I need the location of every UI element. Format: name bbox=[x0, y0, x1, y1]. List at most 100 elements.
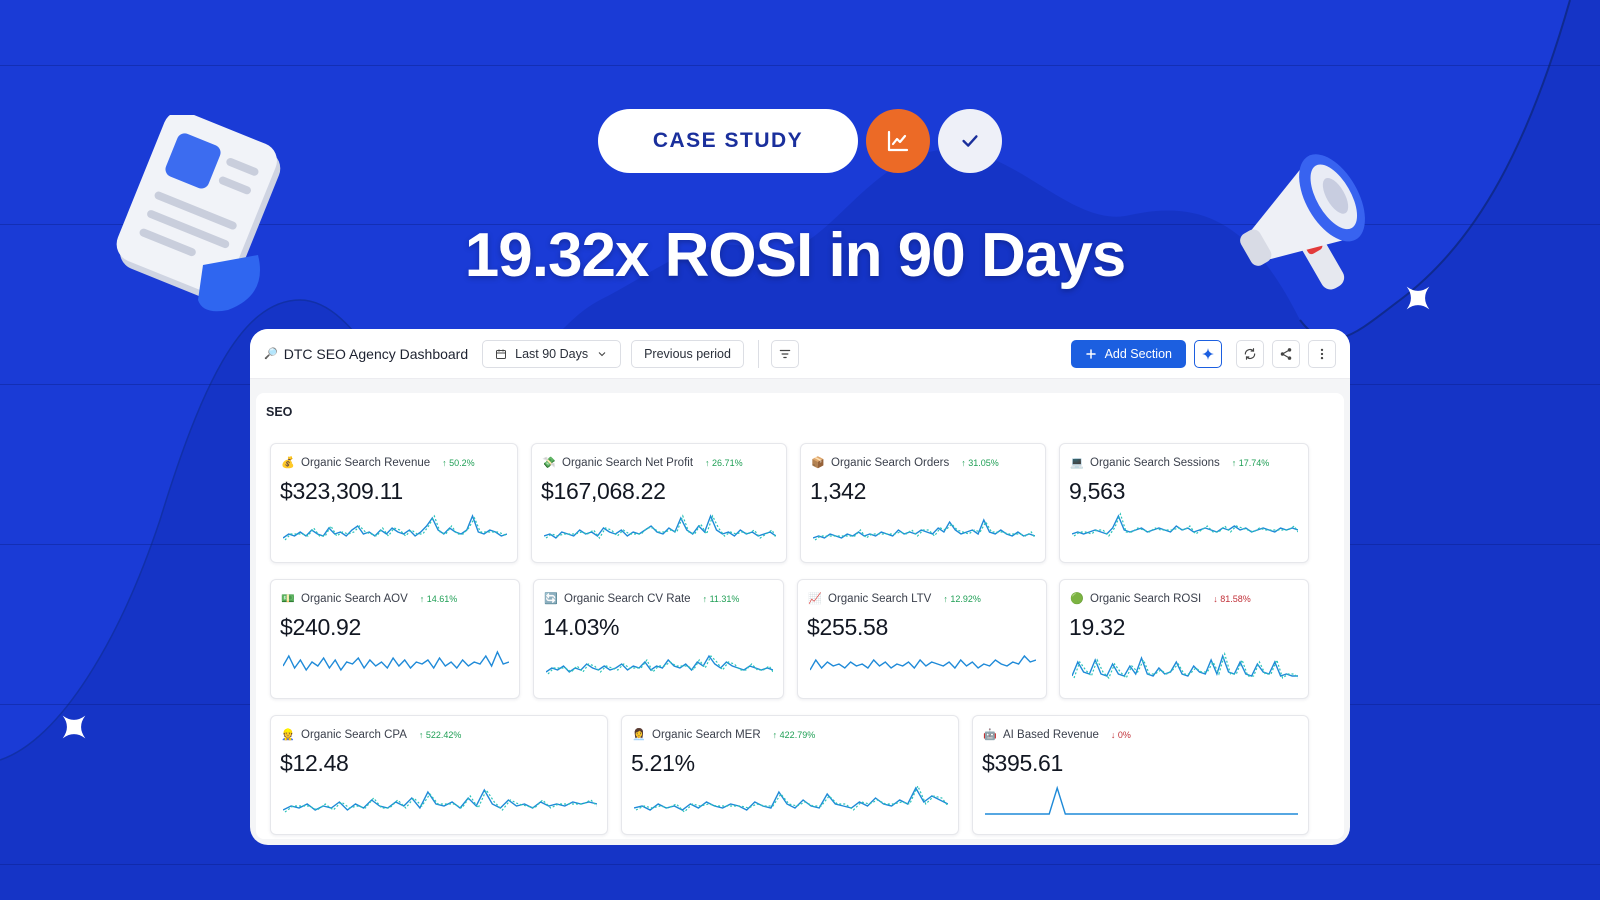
metric-delta: ↑ 26.71% bbox=[705, 458, 743, 468]
compare-period-button[interactable]: Previous period bbox=[631, 339, 744, 368]
metric-card[interactable]: 📦 Organic Search Orders ↑ 31.05% 1,342 bbox=[800, 443, 1046, 563]
metric-value: $395.61 bbox=[982, 750, 1064, 776]
metric-value: 5.21% bbox=[631, 750, 695, 776]
metric-card[interactable]: 💵 Organic Search AOV ↑ 14.61% $240.92 bbox=[270, 579, 520, 699]
metric-value: 9,563 bbox=[1069, 478, 1126, 504]
metric-emoji-icon: 💸 bbox=[542, 457, 556, 469]
more-icon bbox=[1320, 348, 1324, 359]
chevron-down-icon bbox=[598, 351, 606, 356]
sparkline-series bbox=[546, 654, 773, 673]
metric-delta-value: 26.71% bbox=[712, 457, 743, 468]
metric-value: 1,342 bbox=[810, 478, 867, 504]
filter-button[interactable] bbox=[770, 339, 799, 368]
metric-card[interactable]: 🟢 Organic Search ROSI ↓ 81.58% 19.32 bbox=[1059, 579, 1309, 699]
metric-delta-value: 0% bbox=[1117, 729, 1131, 740]
metric-value: 19.32 bbox=[1069, 614, 1126, 640]
metric-emoji-icon: 💰 bbox=[281, 457, 295, 469]
metric-value: $240.92 bbox=[280, 614, 362, 640]
sparkle-shape-icon bbox=[1406, 286, 1430, 310]
metric-emoji-icon: 🟢 bbox=[1070, 593, 1084, 605]
more-options-button[interactable] bbox=[1308, 339, 1336, 368]
sparkline-series bbox=[1072, 653, 1298, 677]
sparkline-series bbox=[544, 514, 776, 539]
metric-label: AI Based Revenue bbox=[1003, 728, 1099, 741]
metric-emoji-icon: 💻 bbox=[1070, 457, 1084, 469]
arrow-up-icon: ↑ bbox=[702, 593, 708, 604]
arrow-up-icon: ↑ bbox=[961, 457, 966, 468]
sparkline-compare-series bbox=[284, 788, 597, 813]
metric-card[interactable]: 🤖 AI Based Revenue ↓ 0% $395.61 bbox=[972, 715, 1309, 835]
metric-delta: ↑ 14.61% bbox=[420, 594, 458, 604]
metric-delta-value: 14.61% bbox=[426, 593, 458, 604]
arrow-up-icon: ↑ bbox=[418, 729, 424, 740]
metric-sparkline bbox=[813, 518, 1035, 541]
metric-sparkline bbox=[546, 654, 773, 675]
metric-card[interactable]: 💻 Organic Search Sessions ↑ 17.74% 9,563 bbox=[1059, 443, 1309, 563]
hero-badges: CASE STUDY bbox=[598, 109, 1002, 173]
metric-delta: ↑ 12.92% bbox=[943, 594, 981, 604]
dashboard-window: 🔎 DTC SEO Agency Dashboard Last 90 Days … bbox=[250, 329, 1350, 845]
metric-header: 🔄 Organic Search CV Rate ↑ 11.31% bbox=[544, 592, 739, 606]
metric-card[interactable]: 📈 Organic Search LTV ↑ 12.92% $255.58 bbox=[797, 579, 1047, 699]
filter-icon bbox=[779, 349, 791, 358]
ai-button[interactable] bbox=[1194, 339, 1222, 368]
headline: 19.32x ROSI in 90 Days bbox=[464, 221, 1126, 290]
metric-sparkline bbox=[283, 650, 509, 672]
metric-emoji-icon: 💵 bbox=[281, 593, 295, 605]
metric-header: 👷 Organic Search CPA ↑ 522.42% bbox=[281, 728, 462, 742]
arrow-down-icon: ↓ bbox=[1213, 593, 1218, 604]
dashboard-title-text: DTC SEO Agency Dashboard bbox=[283, 345, 469, 362]
metric-sparkline bbox=[1072, 651, 1298, 680]
arrow-up-icon: ↑ bbox=[419, 593, 425, 604]
metric-delta: ↑ 50.2% bbox=[442, 458, 475, 468]
seo-section: SEO 💰 Organic Search Revenue ↑ 50.2% $32… bbox=[256, 393, 1344, 839]
metric-card[interactable]: 👷 Organic Search CPA ↑ 522.42% $12.48 bbox=[270, 715, 608, 835]
share-button[interactable] bbox=[1272, 339, 1300, 368]
sparkline-compare-series bbox=[547, 654, 773, 675]
metric-delta: ↓ 0% bbox=[1111, 730, 1131, 740]
metric-label: Organic Search CPA bbox=[301, 728, 407, 741]
metric-sparkline bbox=[283, 514, 507, 541]
date-range-select[interactable]: Last 90 Days bbox=[482, 339, 622, 368]
metric-header: 🤖 AI Based Revenue ↓ 0% bbox=[983, 728, 1131, 742]
section-title: SEO bbox=[266, 405, 293, 419]
metric-label: Organic Search AOV bbox=[301, 592, 408, 605]
add-section-button[interactable]: Add Section bbox=[1070, 339, 1186, 368]
metric-delta: ↑ 31.05% bbox=[961, 458, 999, 468]
metric-card[interactable]: 💸 Organic Search Net Profit ↑ 26.71% $16… bbox=[531, 443, 787, 563]
metric-sparkline bbox=[544, 514, 776, 540]
metric-delta-value: 31.05% bbox=[968, 457, 999, 468]
sparkline-compare-series bbox=[1073, 512, 1298, 537]
sparkline-compare-series bbox=[635, 784, 948, 813]
metric-header: 🟢 Organic Search ROSI ↓ 81.58% bbox=[1070, 592, 1251, 606]
metric-delta: ↓ 81.58% bbox=[1213, 594, 1251, 604]
megaphone-3d-icon bbox=[1240, 154, 1365, 290]
metric-card[interactable]: 👩‍💼 Organic Search MER ↑ 422.79% 5.21% bbox=[621, 715, 959, 835]
arrow-up-icon: ↑ bbox=[772, 729, 778, 740]
metric-label: Organic Search LTV bbox=[828, 592, 932, 605]
sparkline-compare-series bbox=[545, 514, 776, 540]
sparkline-series bbox=[634, 786, 948, 811]
metric-card[interactable]: 🔄 Organic Search CV Rate ↑ 11.31% 14.03% bbox=[533, 579, 784, 699]
metric-header: 📈 Organic Search LTV ↑ 12.92% bbox=[808, 592, 981, 606]
arrow-up-icon: ↑ bbox=[442, 457, 447, 468]
search-icon: 🔎 bbox=[264, 348, 278, 360]
metric-value: 14.03% bbox=[543, 614, 620, 640]
metric-delta-value: 81.58% bbox=[1220, 593, 1251, 604]
metric-card[interactable]: 💰 Organic Search Revenue ↑ 50.2% $323,30… bbox=[270, 443, 518, 563]
share-icon bbox=[1280, 347, 1292, 360]
check-icon bbox=[938, 109, 1002, 173]
metric-emoji-icon: 👩‍💼 bbox=[632, 729, 646, 741]
metric-delta: ↑ 522.42% bbox=[419, 730, 462, 740]
arrow-up-icon: ↑ bbox=[943, 593, 948, 604]
metric-header: 💻 Organic Search Sessions ↑ 17.74% bbox=[1070, 456, 1270, 470]
toolbar-divider bbox=[757, 339, 759, 368]
refresh-button[interactable] bbox=[1236, 339, 1264, 368]
sparkline-series bbox=[810, 654, 1036, 671]
metric-sparkline bbox=[634, 784, 948, 813]
metric-delta-value: 50.2% bbox=[449, 457, 475, 468]
metric-value: $323,309.11 bbox=[280, 478, 403, 504]
metric-header: 💰 Organic Search Revenue ↑ 50.2% bbox=[281, 456, 475, 470]
metric-delta: ↑ 422.79% bbox=[773, 730, 816, 740]
metric-delta: ↑ 17.74% bbox=[1232, 458, 1270, 468]
